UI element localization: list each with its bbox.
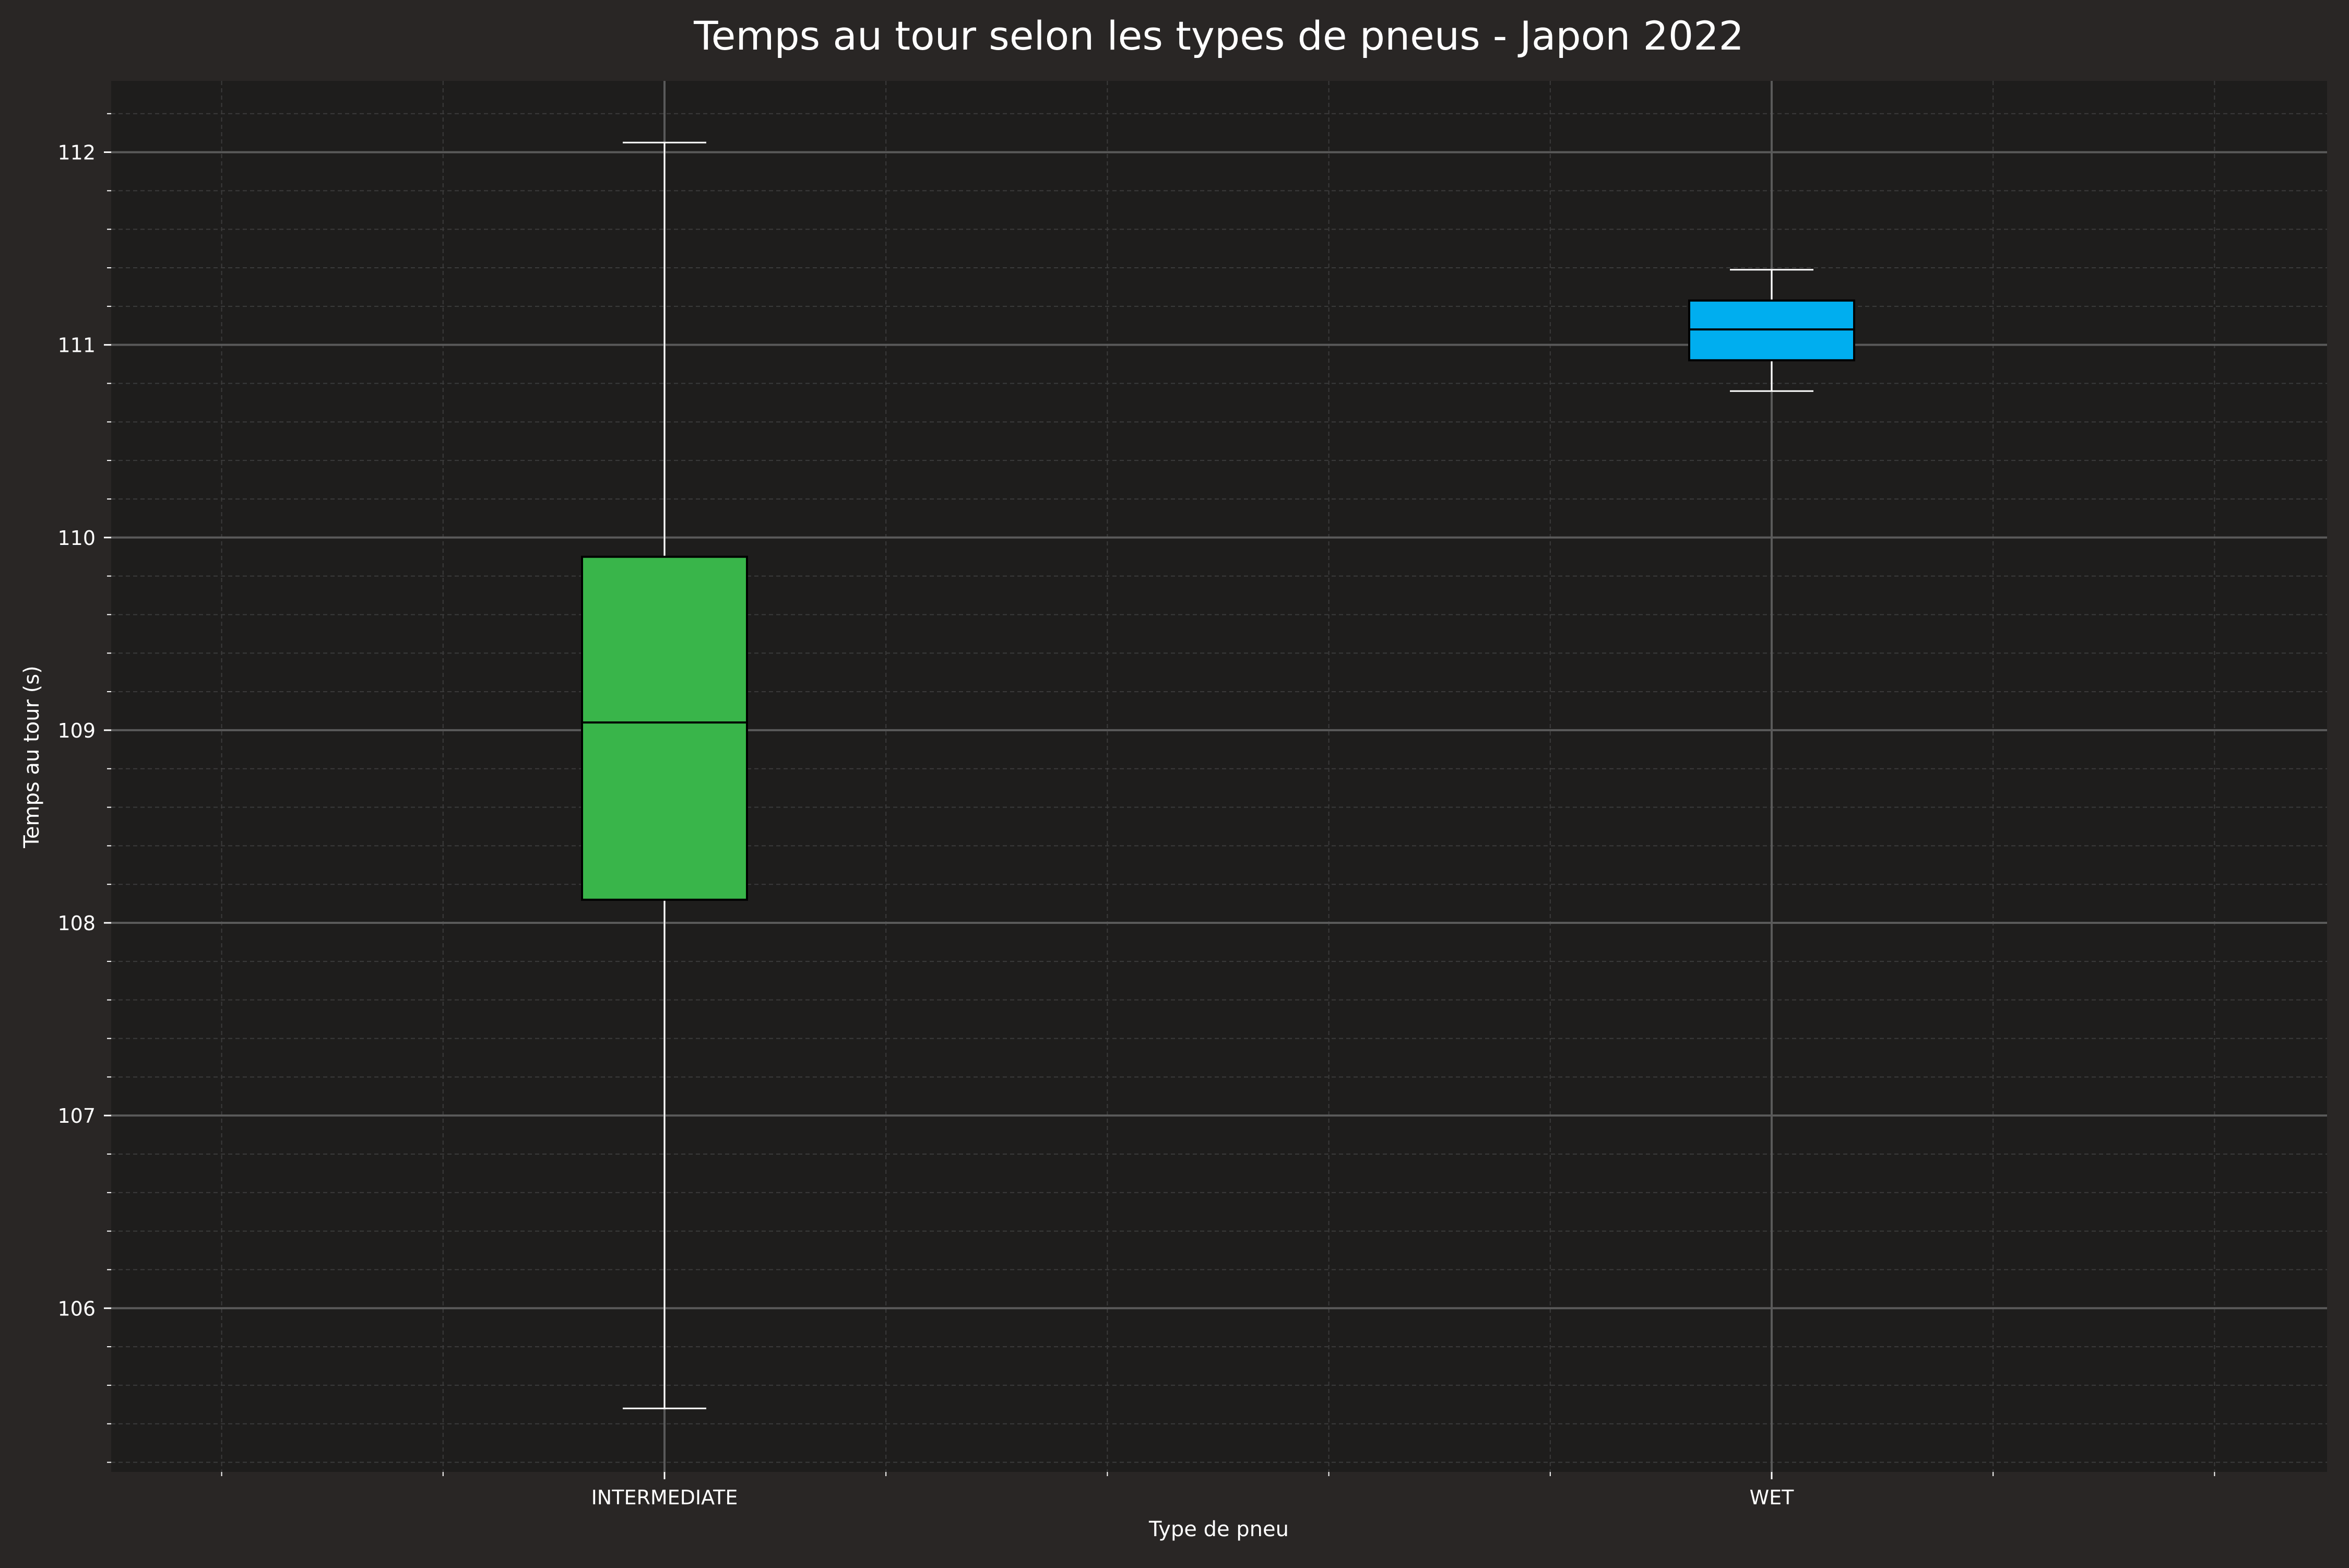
x-axis-label: Type de pneu (1148, 1517, 1289, 1541)
y-tick-label: 107 (57, 1104, 96, 1127)
plot-area (111, 81, 2327, 1472)
y-tick-label: 108 (57, 912, 96, 935)
y-axis-label: Temps au tour (s) (20, 666, 44, 848)
y-tick-label: 112 (57, 141, 96, 164)
y-tick-label: 109 (57, 719, 96, 742)
box-intermediate (581, 141, 748, 1409)
grid (111, 81, 2327, 1472)
chart-title: Temps au tour selon les types de pneus -… (693, 13, 1744, 59)
axes: 106 107 108 109 110 111 112 INTERMEDIATE WET (57, 113, 2215, 1509)
boxes (581, 141, 1855, 1409)
y-tick-label: 111 (57, 334, 96, 357)
x-tick-label: WET (1750, 1486, 1795, 1509)
x-tick-label: INTERMEDIATE (591, 1486, 738, 1509)
y-tick-label: 110 (57, 527, 96, 550)
box-wet (1688, 269, 1855, 392)
iqr-box (581, 555, 748, 901)
y-tick-label: 106 (57, 1297, 96, 1320)
